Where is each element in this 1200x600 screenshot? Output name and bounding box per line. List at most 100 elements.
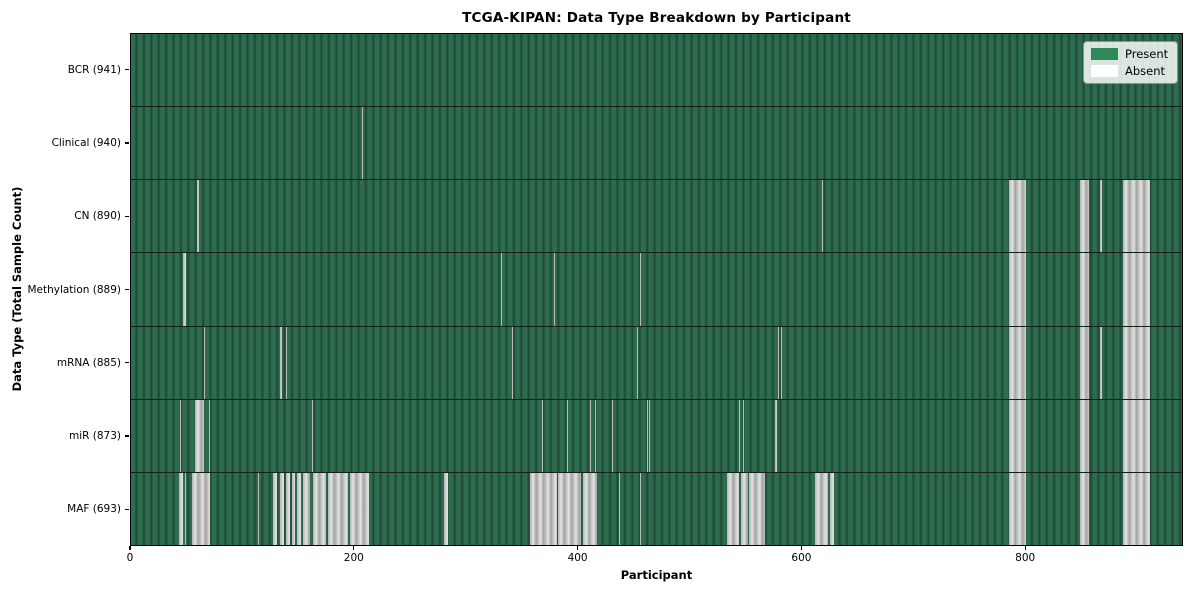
absent-stripe: [327, 472, 348, 545]
absent-stripe: [1080, 472, 1090, 545]
absent-stripe: [1080, 399, 1090, 472]
absent-stripe: [748, 472, 766, 545]
absent-stripe: [291, 472, 296, 545]
plot-area: [130, 33, 1183, 546]
heatmap-row-maf: [131, 471, 1182, 545]
heatmap-row-mir: [131, 398, 1182, 472]
absent-stripe: [286, 472, 290, 545]
absent-stripe: [542, 399, 544, 472]
x-tick-label-800: 800: [1015, 552, 1036, 564]
absent-stripe: [1122, 399, 1150, 472]
heatmap-row-clinical: [131, 106, 1182, 180]
x-tick-label-400: 400: [567, 552, 588, 564]
legend-label-absent: Absent: [1125, 64, 1166, 78]
absent-stripe: [1080, 253, 1090, 326]
absent-stripe: [180, 399, 182, 472]
y-tick-label-clinical: Clinical (940): [51, 136, 121, 149]
y-tick-mark: [125, 142, 129, 144]
absent-stripe: [619, 472, 621, 545]
y-tick-label-maf: MAF (693): [67, 503, 121, 516]
absent-stripe: [272, 472, 278, 545]
y-tick-mark: [125, 215, 129, 217]
absent-stripe: [590, 399, 592, 472]
x-tick-label-0: 0: [126, 552, 134, 564]
y-tick-label-mir: miR (873): [68, 430, 121, 443]
absent-stripe: [313, 472, 327, 545]
absent-stripe: [1008, 253, 1026, 326]
absent-stripe: [740, 472, 748, 545]
absent-stripe: [1008, 472, 1026, 545]
absent-stripe: [209, 399, 211, 472]
absent-stripe: [1122, 326, 1150, 399]
absent-stripe: [738, 399, 740, 472]
absent-stripe: [775, 399, 777, 472]
absent-stripe: [286, 326, 288, 399]
y-tick-mark: [125, 288, 129, 291]
x-tick-mark: [577, 546, 579, 550]
absent-stripe: [743, 399, 745, 472]
absent-stripe: [183, 253, 186, 326]
absent-stripe: [557, 472, 582, 545]
absent-stripe: [814, 472, 828, 545]
absent-stripe: [192, 472, 211, 545]
legend: Present Absent: [1083, 41, 1178, 84]
absent-stripe: [1008, 326, 1026, 399]
absent-stripe: [727, 472, 739, 545]
x-tick-label-600: 600: [791, 552, 812, 564]
absent-stripe: [258, 472, 260, 545]
absent-stripe: [362, 107, 364, 180]
absent-stripe: [647, 399, 649, 472]
absent-stripe: [297, 472, 301, 545]
absent-stripe: [640, 472, 642, 545]
absent-stripe: [1080, 326, 1090, 399]
absent-stripe: [303, 472, 310, 545]
absent-stripe: [1008, 399, 1026, 472]
legend-item-present: Present: [1091, 48, 1170, 60]
heatmap-row-mrna: [131, 325, 1182, 399]
absent-stripe: [640, 253, 642, 326]
absent-stripe: [203, 326, 205, 399]
x-tick-mark: [1024, 546, 1026, 550]
absent-stripe: [830, 472, 834, 545]
absent-stripe: [1122, 253, 1150, 326]
y-tick-label-methylation: Methylation (889): [27, 283, 121, 296]
absent-stripe: [554, 253, 556, 326]
y-tick-mark: [125, 69, 129, 71]
legend-label-present: Present: [1125, 47, 1169, 61]
absent-stripe: [529, 472, 557, 545]
absent-stripe: [1122, 472, 1150, 545]
absent-stripe: [511, 326, 513, 399]
absent-stripe: [1100, 326, 1102, 399]
present-swatch-icon: [1091, 48, 1118, 60]
heatmap-row-cn: [131, 179, 1182, 253]
absent-stripe: [194, 399, 204, 472]
absent-stripe: [781, 326, 783, 399]
absent-stripe: [500, 253, 502, 326]
y-tick-mark: [125, 508, 129, 510]
chart-title: TCGA-KIPAN: Data Type Breakdown by Parti…: [462, 10, 851, 26]
absent-stripe: [583, 472, 597, 545]
absent-stripe: [649, 399, 651, 472]
x-tick-mark: [800, 546, 802, 550]
absent-stripe: [822, 180, 824, 253]
x-axis-label: Participant: [620, 568, 693, 582]
absent-stripe: [566, 399, 568, 472]
absent-stripe: [279, 472, 284, 545]
absent-swatch-icon: [1091, 65, 1118, 77]
absent-stripe: [612, 399, 614, 472]
absent-stripe: [184, 472, 186, 545]
y-tick-label-bcr: BCR (941): [67, 63, 121, 76]
x-tick-mark: [353, 546, 355, 550]
y-tick-label-mrna: mRNA (885): [56, 356, 121, 369]
absent-stripe: [443, 472, 449, 545]
heatmap-row-methylation: [131, 252, 1182, 326]
x-tick-mark: [129, 546, 131, 550]
absent-stripe: [349, 472, 369, 545]
heatmap-row-bcr: [131, 34, 1182, 107]
x-tick-label-200: 200: [343, 552, 364, 564]
y-tick-mark: [125, 362, 129, 364]
y-tick-mark: [125, 435, 129, 437]
absent-stripe: [1100, 180, 1102, 253]
absent-stripe: [1008, 180, 1026, 253]
